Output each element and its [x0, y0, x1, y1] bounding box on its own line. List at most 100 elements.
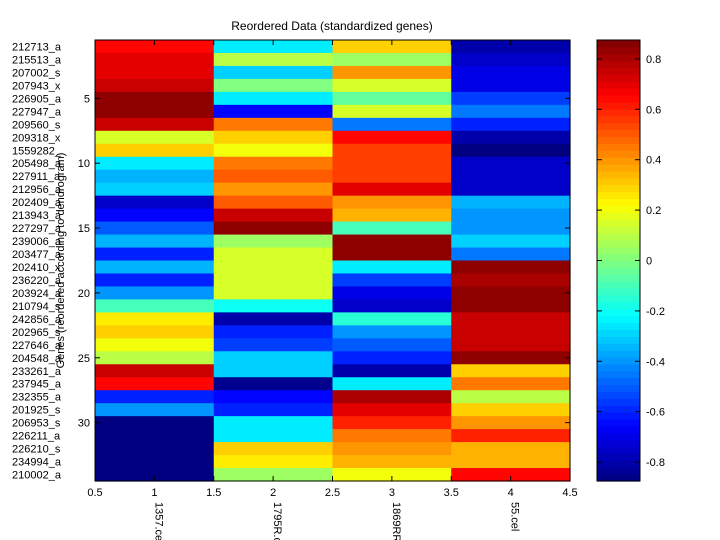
colorbar-swatch: [597, 219, 640, 227]
row-label: 210794_s: [12, 301, 61, 313]
colorbar-swatch: [597, 67, 640, 76]
row-label: 212956_a: [12, 184, 62, 196]
row-label: 1559282_: [12, 145, 62, 157]
colorbar-swatch: [597, 212, 640, 220]
heatmap-cell: [95, 403, 215, 417]
colorbar-swatch: [597, 412, 640, 420]
colorbar-swatch: [597, 239, 640, 248]
heatmap-cell: [451, 104, 571, 119]
heatmap-cell: [95, 52, 215, 67]
colorbar-swatch: [597, 384, 640, 393]
heatmap-cell: [451, 468, 571, 482]
colorbar-swatch: [597, 377, 640, 386]
heatmap-cell: [451, 442, 571, 456]
column-label: 55.cel: [509, 502, 521, 531]
row-label: 209560_s: [12, 119, 61, 131]
colorbar-tick-label: 0.2: [646, 205, 661, 217]
heatmap-cell: [332, 104, 452, 119]
colorbar-swatch: [597, 74, 640, 82]
row-label: 207002_s: [12, 67, 61, 79]
row-label: 226210_s: [12, 444, 61, 456]
colorbar-swatch: [597, 184, 640, 193]
colorbar-swatch: [597, 60, 640, 69]
heatmap-cell: [451, 299, 571, 313]
colorbar-swatch: [597, 281, 640, 289]
column-label: 1357.cel: [152, 502, 164, 540]
colorbar-swatch: [597, 226, 640, 234]
colorbar-swatch: [597, 260, 640, 268]
x-tick-label: 0.5: [87, 487, 102, 499]
row-label: 215513_a: [12, 54, 62, 66]
heatmap-cell: [451, 377, 571, 391]
colorbar-swatch: [597, 267, 640, 275]
heatmap-cell: [332, 416, 452, 430]
heatmap-cell: [451, 364, 571, 378]
heatmap-cell: [95, 273, 215, 288]
heatmap-cells: [95, 40, 571, 482]
heatmap-cell: [451, 208, 571, 223]
heatmap-cell: [213, 325, 334, 339]
heatmap-cell: [213, 143, 334, 158]
colorbar-swatch: [597, 177, 640, 186]
heatmap-cell: [213, 351, 334, 365]
row-label: 212713_a: [12, 41, 62, 53]
heatmap-cell: [213, 117, 334, 132]
heatmap-cell: [451, 195, 571, 210]
colorbar-swatch: [597, 246, 640, 255]
heatmap-cell: [451, 234, 571, 249]
colorbar-swatch: [597, 425, 640, 434]
heatmap-cell: [213, 182, 334, 197]
colorbar-swatch: [597, 232, 640, 241]
colorbar-swatch: [597, 343, 640, 351]
x-tick-label: 2.5: [325, 487, 340, 499]
row-label: 227297_a: [12, 223, 62, 235]
row-label: 239006_a: [12, 236, 62, 248]
colorbar-tick-label: -0.8: [646, 457, 665, 469]
heatmap-cell: [451, 247, 571, 262]
heatmap-cell: [213, 260, 334, 275]
heatmap-cell: [213, 390, 334, 404]
heatmap-cell: [451, 182, 571, 197]
colorbar-swatch: [597, 88, 640, 96]
heatmap-cell: [332, 221, 452, 236]
colorbar-swatch: [597, 363, 640, 372]
heatmap-cell: [213, 104, 334, 119]
colorbar-swatch: [597, 432, 640, 441]
heatmap-cell: [451, 221, 571, 236]
row-label: 213943_a: [12, 210, 62, 222]
colorbar-swatch: [597, 294, 640, 303]
heatmap-cell: [332, 130, 452, 145]
heatmap-cell: [332, 312, 452, 326]
heatmap-cell: [332, 65, 452, 80]
heatmap-cell: [95, 442, 215, 456]
heatmap-cell: [332, 429, 452, 443]
colorbar-tick-label: -0.6: [646, 407, 665, 419]
column-label: 1795R.c: [271, 502, 283, 540]
heatmap-cell: [213, 130, 334, 145]
x-tick-label: 2: [270, 487, 276, 499]
colorbar-swatch: [597, 288, 640, 296]
heatmap-cell: [213, 403, 334, 417]
heatmap-cell: [213, 338, 334, 352]
heatmap-cell: [451, 169, 571, 184]
heatmap-cell: [451, 273, 571, 288]
row-label: 203924_a: [12, 288, 62, 300]
heatmap-cell: [332, 143, 452, 158]
heatmap-cell: [451, 117, 571, 132]
heatmap-cell: [332, 455, 452, 469]
row-label: 207943_x: [12, 80, 61, 92]
colorbar-swatch: [597, 350, 640, 358]
heatmap-cell: [213, 91, 334, 106]
heatmap-cell: [95, 182, 215, 197]
heatmap-cell: [213, 221, 334, 236]
heatmap-cell: [213, 65, 334, 80]
heatmap-axes: 0.5 1 1.5 2 2.5 3 3.5 4 4.5 1357.cel 1795R.c 1869RR…: [12, 39, 578, 540]
heatmap-cell: [95, 416, 215, 430]
row-label: 202965_s: [12, 327, 61, 339]
colorbar-swatch: [597, 370, 640, 379]
heatmap-cell: [95, 234, 215, 249]
colorbar-swatch: [597, 122, 640, 131]
heatmap-cell: [332, 52, 452, 67]
colorbar-swatch: [597, 129, 640, 138]
